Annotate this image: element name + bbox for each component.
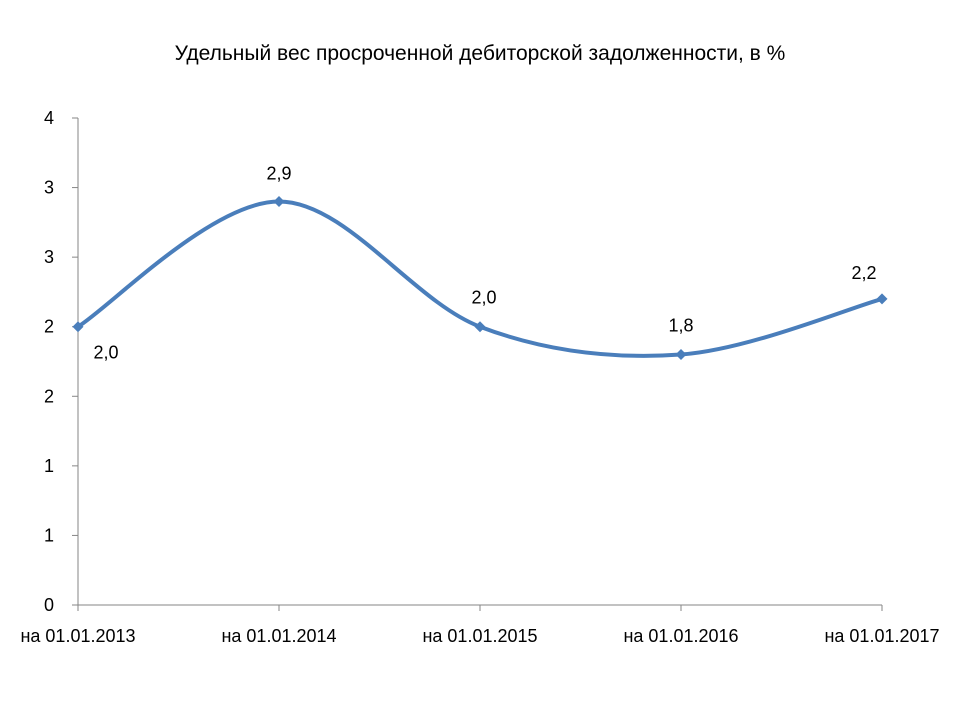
data-label: 2,0 <box>471 288 496 308</box>
data-point-marker <box>273 195 285 207</box>
data-point-marker <box>675 349 687 361</box>
marker-layer <box>72 195 888 361</box>
y-axis-ticks: 0 1 1 2 2 3 3 4 <box>44 108 78 615</box>
y-tick-label: 1 <box>44 525 54 545</box>
y-tick-label: 1 <box>44 456 54 476</box>
data-point-marker <box>876 293 888 305</box>
y-tick-label: 2 <box>44 317 54 337</box>
x-tick-label: на 01.01.2014 <box>221 626 336 646</box>
data-point-marker <box>72 321 84 333</box>
axes <box>77 118 882 606</box>
data-label: 2,0 <box>93 343 118 363</box>
data-label: 2,2 <box>851 263 876 283</box>
data-point-marker <box>474 321 486 333</box>
y-tick-label: 3 <box>44 178 54 198</box>
data-label-layer: 2,0 2,9 2,0 1,8 2,2 <box>93 163 876 362</box>
y-tick-label: 2 <box>44 386 54 406</box>
data-label: 2,9 <box>266 163 291 183</box>
chart-title: Удельный вес просроченной дебиторской за… <box>175 42 786 65</box>
x-axis-ticks: на 01.01.2013 на 01.01.2014 на 01.01.2015 н… <box>20 605 940 646</box>
x-tick-label: на 01.01.2013 <box>20 626 135 646</box>
series-line <box>76 199 884 358</box>
x-tick-label: на 01.01.2016 <box>623 626 738 646</box>
x-tick-label: на 01.01.2015 <box>422 626 537 646</box>
x-tick-label: на 01.01.2017 <box>824 626 939 646</box>
y-tick-label: 0 <box>44 595 54 615</box>
data-label: 1,8 <box>668 316 693 336</box>
y-tick-label: 4 <box>44 108 54 128</box>
series-layer <box>76 199 884 358</box>
y-tick-label: 3 <box>44 247 54 267</box>
